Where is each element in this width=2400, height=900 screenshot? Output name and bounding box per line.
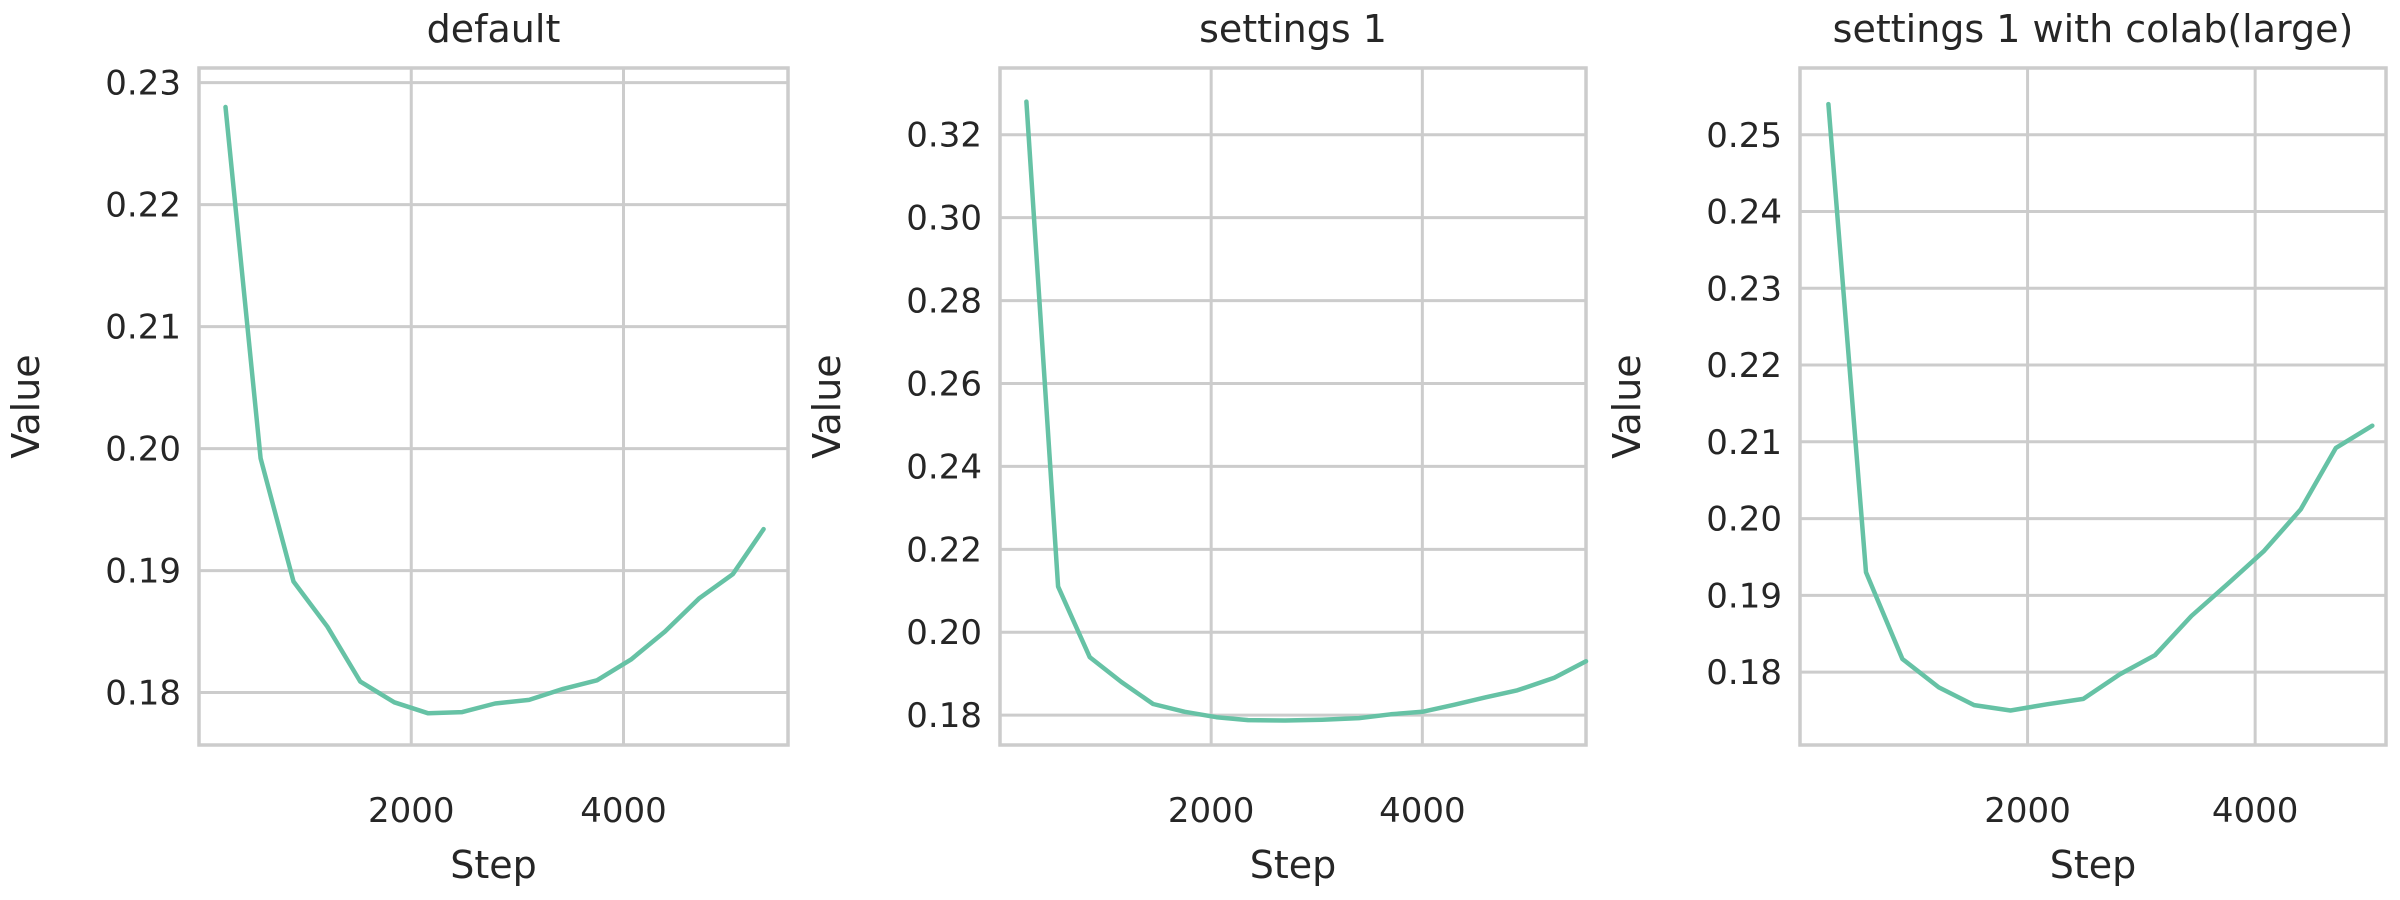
data-point [1246,718,1250,722]
y-tick-label: 0.18 [1706,653,1782,693]
y-tick-label: 0.20 [906,613,982,653]
plot-frame [998,66,1588,747]
data-point [595,678,599,682]
plot-frame [197,66,790,747]
data-point [1088,655,1092,659]
x-axis-label: Step [450,843,537,887]
data-point [2045,702,2049,706]
chart-title: settings 1 with colab(large) [1833,7,2354,51]
data-point [2370,424,2374,428]
data-point [1357,716,1361,720]
data-point [1515,688,1519,692]
data-point [291,580,295,584]
data-point [527,698,531,702]
data-point [663,630,667,634]
data-point [1452,703,1456,707]
series-line [223,104,766,716]
y-tick-label: 0.26 [906,364,982,404]
data-point [1214,715,1218,719]
y-tick-label: 0.23 [1706,269,1782,309]
x-tick-label: 2000 [1168,791,1255,831]
data-point [1119,680,1123,684]
chart-panel-1: 0.18 0.19 0.20 0.21 0.22 0.23 2000 4000 default S… [4,7,790,887]
x-tick-label: 2000 [368,791,455,831]
data-point [1552,676,1556,680]
data-point [1024,100,1028,104]
data-point [1864,570,1868,574]
data-point [1151,702,1155,706]
x-tick-label: 4000 [580,791,667,831]
data-point [1283,719,1287,723]
y-tick-label: 0.21 [105,308,181,348]
data-point [731,572,735,576]
y-tick-label: 0.19 [1706,576,1782,616]
y-tick-label: 0.24 [1706,193,1782,233]
data-point [2262,549,2266,553]
data-point [1420,710,1424,714]
plot-frame [1798,66,2388,747]
y-tick-label: 0.22 [906,530,982,570]
y-axis-label: Value [1605,354,1649,458]
data-point [358,680,362,684]
data-point [1484,695,1488,699]
y-axis-label: Value [4,354,48,458]
data-point [2226,582,2230,586]
data-point [325,625,329,629]
data-point [1826,102,1830,106]
x-axis-label: Step [1250,843,1337,887]
data-point [1584,659,1588,663]
data-point [762,527,766,531]
y-tick-label: 0.21 [1706,423,1782,463]
y-tick-label: 0.23 [105,64,181,104]
x-axis-label: Step [2050,843,2137,887]
x-tick-label: 4000 [1379,791,1466,831]
data-point [629,658,633,662]
chart-title: default [427,7,561,51]
chart-title: settings 1 [1199,7,1387,51]
chart-panel-3: 0.18 0.19 0.20 0.21 0.22 0.23 0.24 0.25 2000 4000… [1605,7,2388,887]
data-point [697,597,701,601]
data-point [1389,712,1393,716]
y-tick-label: 0.18 [105,674,181,714]
data-point [2118,672,2122,676]
y-tick-label: 0.28 [906,282,982,322]
data-point [259,456,263,460]
series-line [1826,101,2375,713]
data-point [1056,585,1060,589]
data-point [2009,708,2013,712]
y-tick-label: 0.19 [105,552,181,592]
data-point [1937,685,1941,689]
x-tick-label: 2000 [1984,791,2071,831]
y-tick-label: 0.32 [906,116,982,156]
data-point [493,702,497,706]
data-point [1972,703,1976,707]
data-point [1320,718,1324,722]
y-tick-label: 0.24 [906,447,982,487]
data-point [2189,614,2193,618]
y-tick-label: 0.20 [105,430,181,470]
data-point [2081,697,2085,701]
data-point [224,105,228,109]
y-axis-label: Value [805,354,849,458]
x-tick-label: 4000 [2212,791,2299,831]
data-point [1183,710,1187,714]
data-point [2299,507,2303,511]
data-point [460,710,464,714]
data-point [561,687,565,691]
chart-panel-2: 0.18 0.20 0.22 0.24 0.26 0.28 0.30 0.32 2000 4000… [805,7,1589,887]
data-point [2153,653,2157,657]
data-point [2334,446,2338,450]
data-point [1900,657,1904,661]
y-tick-label: 0.22 [1706,346,1782,386]
y-tick-label: 0.25 [1706,116,1782,156]
series-line [1024,99,1589,723]
y-tick-label: 0.20 [1706,500,1782,540]
y-tick-label: 0.30 [906,199,982,239]
y-tick-label: 0.22 [105,186,181,226]
data-point [426,711,430,715]
data-point [392,700,396,704]
y-tick-label: 0.18 [906,696,982,736]
